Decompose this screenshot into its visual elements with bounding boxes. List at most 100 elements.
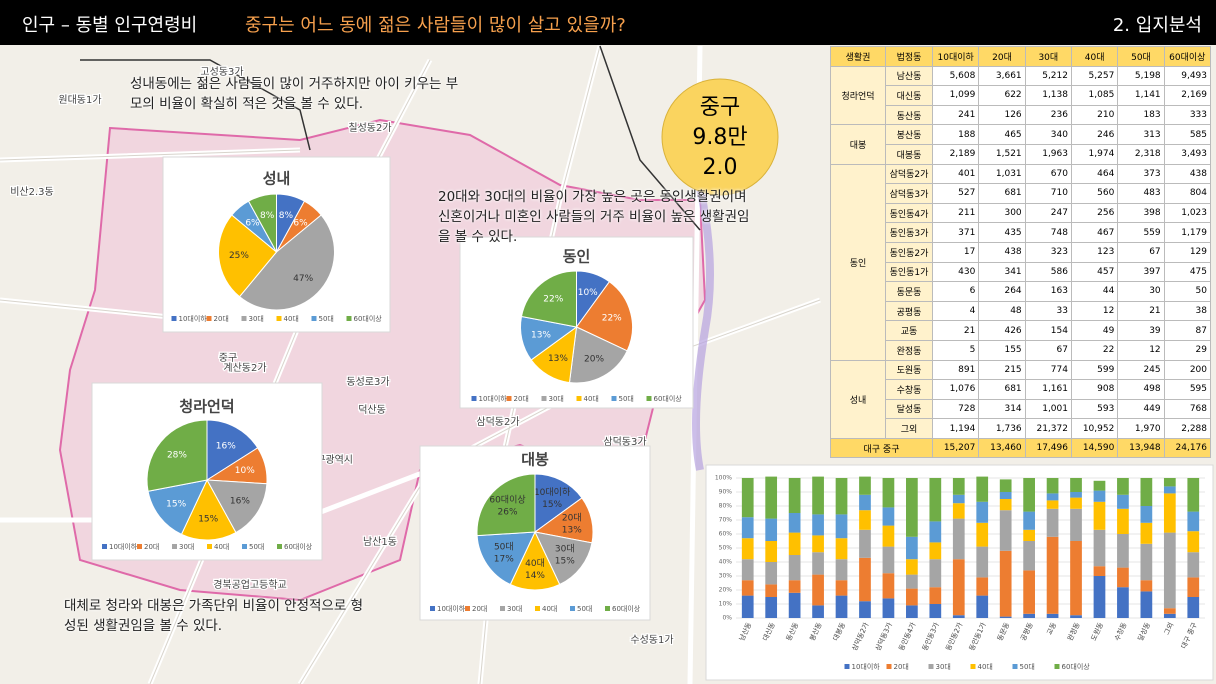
bar-segment (741, 478, 754, 518)
legend-label: 10대이하 (179, 314, 208, 323)
header: 인구 – 동별 인구연령비 중구는 어느 동에 젊은 사람들이 많이 살고 있을… (0, 0, 1216, 45)
column-header: 40대 (1070, 46, 1119, 67)
dong-cell: 그외 (885, 418, 933, 439)
slice-label: 8% (279, 211, 294, 221)
dong-cell: 삼덕동3가 (885, 183, 933, 204)
bar-segment (1046, 508, 1059, 537)
dong-cell: 완정동 (885, 339, 933, 361)
map-label: 수성동1가 (630, 634, 673, 646)
value-cell: 21 (931, 320, 980, 341)
district-boundary (80, 45, 701, 231)
bar-segment (788, 580, 801, 593)
bar-segment (1140, 543, 1153, 581)
value-cell: 4 (931, 300, 980, 322)
badge-name: 중구 (700, 95, 740, 120)
value-cell: 49 (1070, 320, 1119, 341)
value-cell: 246 (1070, 124, 1119, 145)
table-row: 대신동 1,099 622 1,138 1,085 1,141 2,169 (831, 85, 1212, 106)
bar-segment (765, 541, 778, 562)
bar-segment (812, 535, 824, 553)
value-cell: 154 (1024, 320, 1072, 341)
legend-label: 10대이하 (109, 542, 138, 551)
value-cell: 670 (1024, 163, 1072, 185)
bar-segment (1187, 597, 1200, 618)
bar-segment (882, 507, 895, 526)
legend-label: 30대 (507, 605, 522, 613)
bar-segment (952, 559, 965, 616)
annotation: 20대와 30대의 비율이 가장 높은 곳은 동인생활권이며 신혼이거나 미혼인… (438, 189, 750, 245)
value-cell: 397 (1117, 261, 1165, 283)
bar-segment (999, 499, 1012, 511)
bar-segment (812, 605, 824, 618)
bar-segment (812, 552, 824, 575)
y-tick-label: 60% (719, 531, 733, 538)
bar-segment (1023, 613, 1035, 618)
value-cell: 341 (978, 261, 1026, 283)
value-cell: 774 (1024, 359, 1072, 381)
bar-segment (976, 476, 989, 502)
value-cell: 599 (1070, 359, 1119, 381)
y-tick-label: 70% (719, 517, 733, 524)
value-cell: 5 (931, 339, 980, 361)
slice-label: 15% (542, 500, 562, 510)
value-cell: 123 (1070, 241, 1119, 263)
value-cell: 401 (931, 163, 980, 185)
bar-segment (906, 478, 918, 537)
bar-segment (1117, 587, 1129, 618)
table-row: 동산동 241 126 236 210 183 333 (831, 104, 1212, 126)
legend-label: 50대 (319, 315, 334, 323)
bar-segment (1093, 566, 1106, 576)
column-header: 50대 (1117, 46, 1165, 67)
value-cell: 464 (1070, 163, 1119, 185)
chart-title: 동인 (563, 248, 591, 266)
value-cell: 586 (1024, 261, 1072, 283)
column-header: 법정동 (885, 46, 933, 67)
map-label: 고성동3가 (200, 66, 243, 78)
value-cell: 585 (1163, 124, 1212, 145)
dong-cell: 수창동 (885, 379, 933, 400)
total-value: 13,460 (978, 437, 1026, 459)
legend-label: 60대이상 (1062, 662, 1091, 671)
bar-segment (906, 588, 918, 606)
bar-segment (765, 584, 778, 597)
value-cell: 21,372 (1024, 418, 1072, 439)
bar-segment (1046, 478, 1059, 494)
y-tick-label: 80% (719, 503, 733, 510)
legend-swatch (346, 316, 352, 321)
bar-segment (1070, 541, 1082, 616)
table-row: 대봉 봉산동 188 465 340 246 313 585 (830, 124, 1212, 165)
value-cell: 323 (1024, 241, 1072, 263)
value-cell: 768 (1163, 398, 1212, 420)
bar-segment (741, 595, 754, 618)
slice-label: 13% (548, 354, 568, 364)
bar-segment (1023, 511, 1035, 530)
bar-segment (1117, 478, 1129, 495)
y-tick-label: 20% (719, 587, 733, 594)
dong-cell: 달성동 (885, 398, 933, 420)
section-title: 인구 – 동별 인구연령비 (22, 15, 198, 36)
bar-segment (952, 615, 965, 618)
value-cell: 1,521 (978, 143, 1026, 165)
legend-label: 40대 (214, 543, 229, 551)
slice-label: 22% (543, 294, 563, 304)
pie-slice (534, 531, 593, 586)
value-cell: 435 (978, 222, 1026, 243)
bar-segment (1023, 570, 1035, 614)
slice-label: 8% (260, 211, 275, 221)
legend-label: 20대 (214, 315, 229, 323)
legend-swatch (171, 316, 177, 321)
bar-segment (1140, 506, 1153, 523)
table-row: 동인 삼덕동2가 401 1,031 670 464 373 438 (830, 163, 1212, 361)
value-cell: 681 (978, 379, 1026, 400)
legend-swatch (207, 544, 212, 549)
value-cell: 313 (1117, 124, 1165, 145)
bar-segment (788, 478, 801, 513)
bar-segment (788, 532, 801, 555)
bar-segment (1070, 497, 1082, 509)
value-cell: 48 (978, 300, 1026, 322)
annotation: 성내동에는 젊은 사람들이 많이 거주하지만 아이 키우는 부모의 비율이 확실… (130, 76, 459, 112)
slice-label: 47% (293, 274, 313, 284)
dong-cell: 남산동 (885, 65, 933, 87)
value-cell: 1,076 (931, 379, 980, 400)
legend-label: 60대이상 (284, 542, 313, 551)
